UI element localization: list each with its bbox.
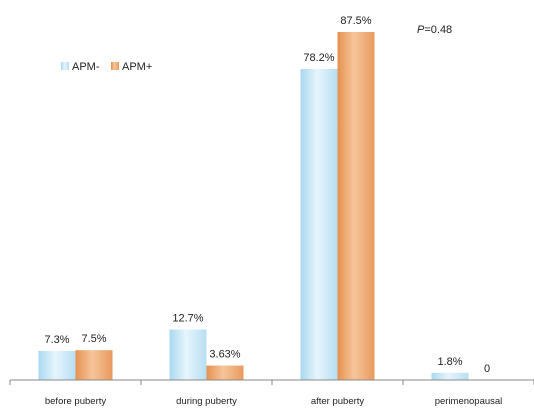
data-label-apm-perimenopausal: 1.8%	[437, 356, 462, 368]
data-label-apm-during-puberty: 12.7%	[172, 312, 203, 324]
bar-apm-perimenopausal	[431, 372, 469, 380]
legend-swatch-apm-minus	[61, 62, 69, 70]
data-label-apm-before-puberty: 7.5%	[81, 333, 106, 345]
bar-apm-before-puberty	[75, 350, 113, 380]
data-label-apm-after-puberty: 78.2%	[303, 52, 334, 64]
p-value-annotation: P=0.48	[417, 24, 452, 36]
bar-apm-before-puberty	[38, 350, 76, 380]
legend: APM- APM+	[61, 61, 152, 73]
data-label-apm-perimenopausal: 0	[484, 363, 490, 375]
legend-label-apm-plus: APM+	[122, 61, 152, 73]
x-axis-tick-labels: before puberty during puberty after pubert…	[45, 396, 502, 407]
data-label-apm-after-puberty: 87.5%	[340, 15, 371, 27]
bars-layer	[38, 32, 469, 380]
p-value-text: =0.48	[424, 24, 452, 36]
bar-apm-after-puberty	[300, 68, 338, 380]
x-tick-label-before-puberty: before puberty	[45, 396, 107, 407]
bar-apm-after-puberty	[337, 32, 375, 380]
bar-apm-during-puberty	[169, 329, 207, 380]
legend-swatch-apm-plus	[111, 62, 119, 70]
x-tick-label-during-puberty: during puberty	[176, 396, 237, 407]
x-tick-label-after-puberty: after puberty	[311, 396, 365, 407]
bar-apm-during-puberty	[206, 365, 244, 380]
x-axis-ticks	[9, 380, 534, 385]
x-tick-label-perimenopausal: perimenopausal	[435, 396, 503, 407]
data-labels: 7.3% 7.5% 12.7% 3.63% 78.2% 87.5% 1.8% 0	[44, 15, 490, 375]
p-value-letter: P	[417, 24, 425, 36]
data-label-apm-before-puberty: 7.3%	[44, 334, 69, 346]
legend-label-apm-minus: APM-	[72, 61, 100, 73]
data-label-apm-during-puberty: 3.63%	[209, 349, 240, 361]
